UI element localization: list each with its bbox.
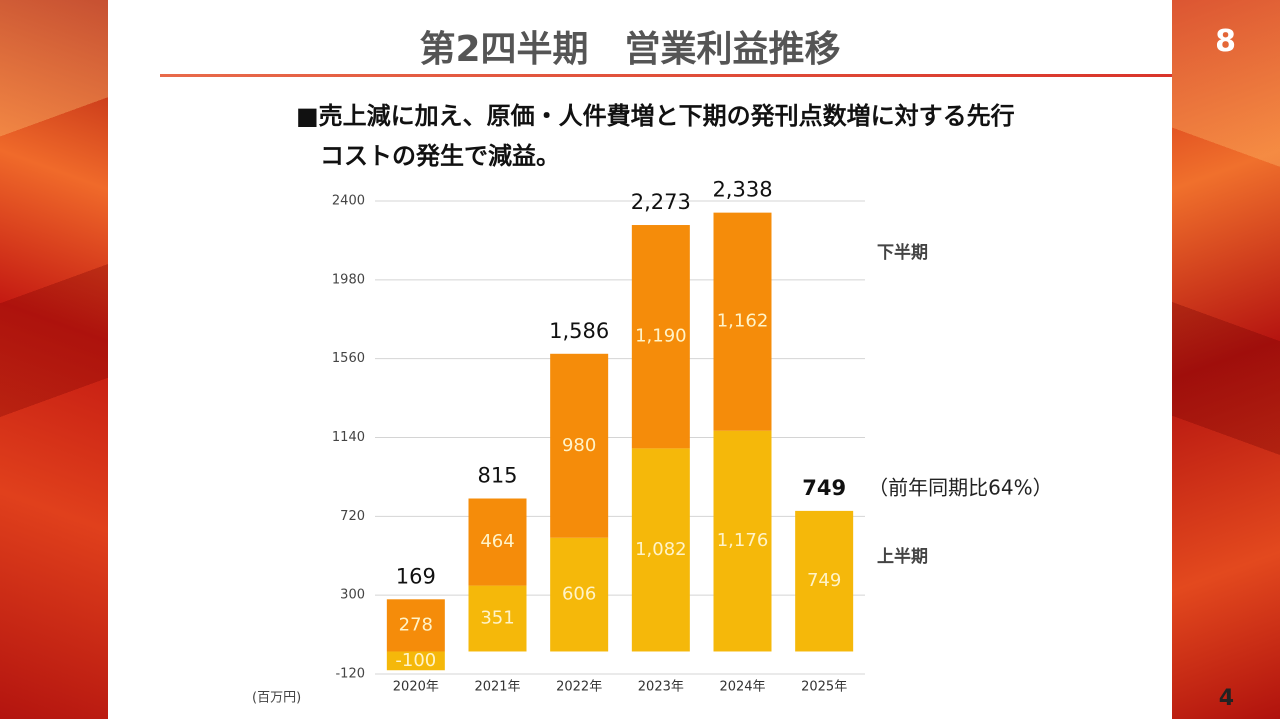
bar-segment [468,585,527,652]
bar-segment [550,353,609,538]
value-label: 1,176 [717,530,769,551]
bar-segment [631,448,690,652]
value-label: 980 [562,435,596,456]
y-tick-label: 2400 [332,194,365,209]
legend-label: 上半期 [877,546,928,567]
y-tick-label: 300 [340,588,365,603]
bar-segment [550,537,609,652]
total-label: 2,338 [712,178,772,202]
value-label: 606 [562,584,596,605]
total-label: 749 [802,476,846,500]
value-label: 749 [807,570,841,591]
value-label: 278 [399,614,433,635]
x-tick-label: 2021年 [474,680,520,695]
decor-left [0,0,108,719]
title-rule [160,74,1172,77]
x-tick-label: 2024年 [719,680,765,695]
annotation: （前年同期比64%） [868,475,1052,499]
bar-segment [713,212,772,431]
value-label: -100 [395,650,436,671]
total-label: 169 [396,564,436,588]
page-number: 8 [1215,24,1236,59]
y-tick-label: 1560 [332,351,365,366]
x-tick-label: 2023年 [638,680,684,695]
y-tick-label: -120 [335,667,365,682]
decor-right [1172,0,1280,719]
bullet-line: コストの発生で減益。 [320,142,560,170]
legend-label: 下半期 [877,242,928,263]
footer-page: 4 [1218,686,1234,711]
value-label: 464 [480,531,514,552]
value-label: 1,190 [635,326,687,347]
unit-label: (百万円) [252,691,301,706]
total-label: 2,273 [631,190,691,214]
value-label: 1,082 [635,539,687,560]
y-tick-label: 1980 [332,272,365,287]
bar-segment [386,651,445,671]
value-label: 351 [480,608,514,629]
value-label: 1,162 [717,311,769,332]
bar-segment [713,430,772,652]
x-tick-label: 2025年 [801,680,847,695]
total-label: 1,586 [549,319,609,343]
title: 第2四半期 営業利益推移 [419,29,841,70]
bar-segment [468,498,527,586]
bar-segment [631,225,690,449]
bar-segment [386,599,445,652]
y-tick-label: 720 [340,509,365,524]
bullet-line: ■売上減に加え、原価・人件費増と下期の発刊点数増に対する先行 [296,102,1015,130]
total-label: 815 [477,464,517,488]
bar-segment [795,510,854,652]
x-tick-label: 2022年 [556,680,602,695]
y-tick-label: 1140 [332,430,365,445]
x-tick-label: 2020年 [393,680,439,695]
bullet: ■売上減に加え、原価・人件費増と下期の発刊点数増に対する先行 コストの発生で減益… [296,96,1015,176]
